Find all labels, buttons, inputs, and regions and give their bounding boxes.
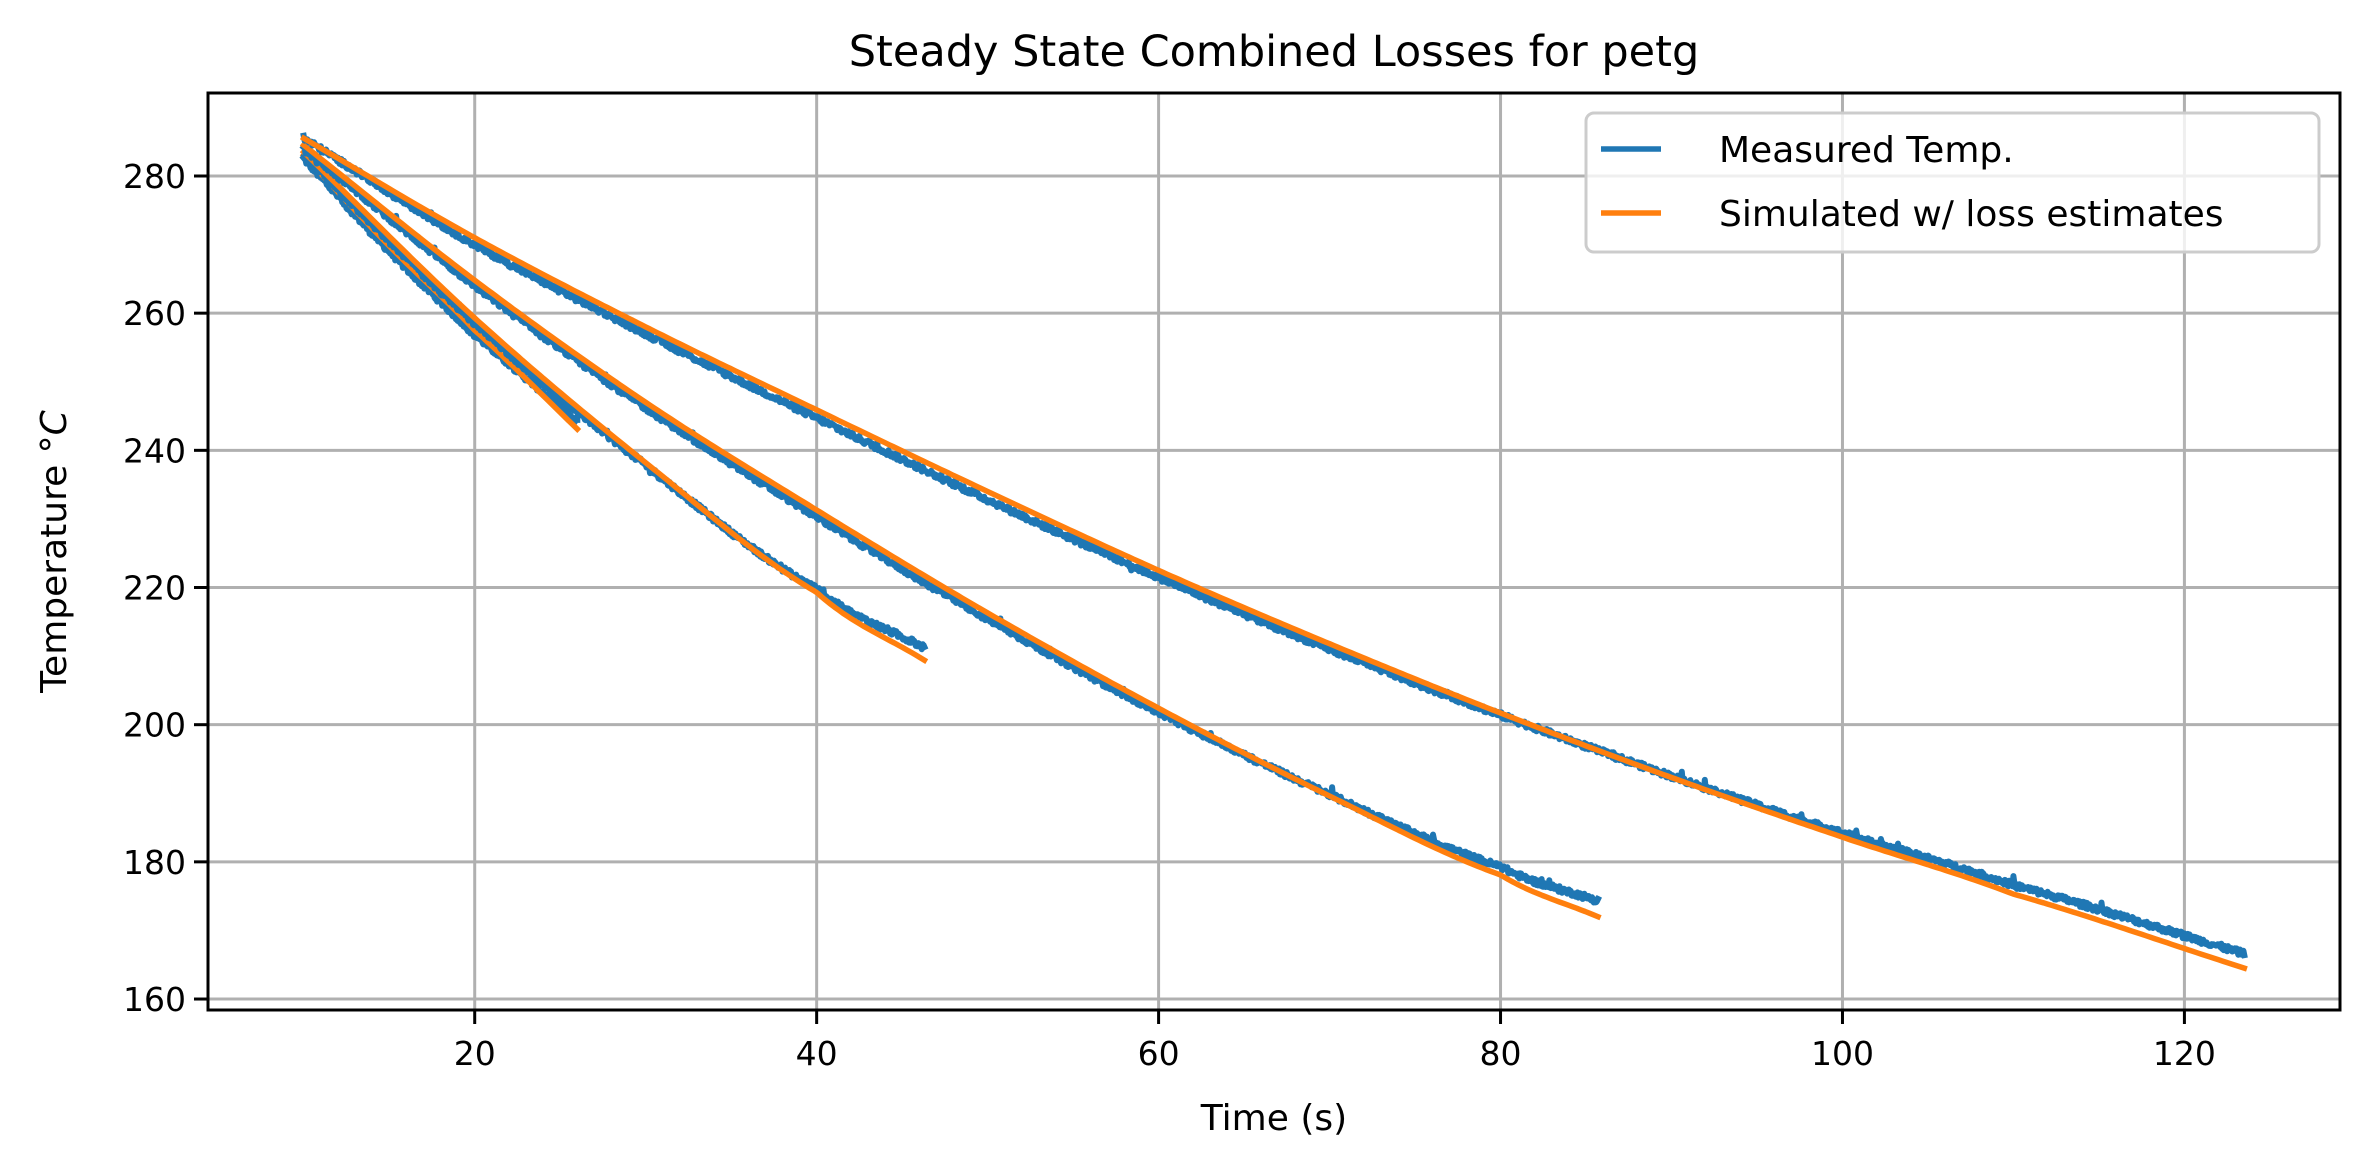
y-tick-label: 160: [123, 980, 186, 1019]
simulated-line-run-3: [299, 141, 1602, 921]
simulated-line-run-4: [299, 134, 2248, 972]
axes-frame: [206, 91, 2342, 1012]
plot-series: [299, 132, 2248, 972]
y-tick-label: 280: [123, 157, 186, 196]
y-axis-label-text: Temperature: [34, 465, 75, 694]
y-tick-label: 260: [123, 294, 186, 333]
x-tick-label: 40: [796, 1034, 838, 1073]
simulated-line-run-2: [299, 148, 929, 664]
legend-label: Measured Temp.: [1719, 130, 2014, 171]
legend-box: [1584, 111, 2321, 254]
x-tick-label: 60: [1138, 1034, 1180, 1073]
legend: Measured Temp. Simulated w/ loss estimate…: [1584, 111, 2321, 254]
axis-ticks: 20 40 60 80 100 120 160 180 200 220 240 260 280: [123, 157, 2216, 1073]
y-axis-label: Temperature °C: [34, 409, 75, 694]
measured-temp-line-run-2: [299, 152, 929, 653]
y-tick-label: 240: [123, 431, 186, 470]
x-tick-label: 100: [1811, 1034, 1874, 1073]
x-axis-label: Time (s): [1200, 1098, 1347, 1139]
y-tick-label: 200: [123, 706, 186, 745]
legend-label: Simulated w/ loss estimates: [1719, 194, 2224, 235]
measured-temp-line-run-3: [299, 143, 1602, 906]
x-tick-label: 80: [1480, 1034, 1522, 1073]
y-tick-label: 180: [123, 843, 186, 882]
y-axis-label-unit: °C: [34, 409, 75, 453]
measured-temp-line-run-4: [300, 132, 2248, 959]
x-tick-label: 120: [2153, 1034, 2216, 1073]
y-tick-label: 220: [123, 569, 186, 608]
x-tick-label: 20: [454, 1034, 496, 1073]
chart-title: Steady State Combined Losses for petg: [849, 27, 1700, 77]
grid: [208, 93, 2340, 1010]
